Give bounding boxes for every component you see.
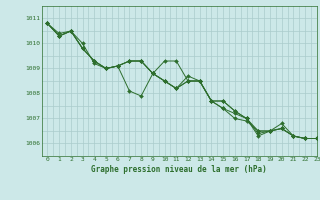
X-axis label: Graphe pression niveau de la mer (hPa): Graphe pression niveau de la mer (hPa) (91, 165, 267, 174)
